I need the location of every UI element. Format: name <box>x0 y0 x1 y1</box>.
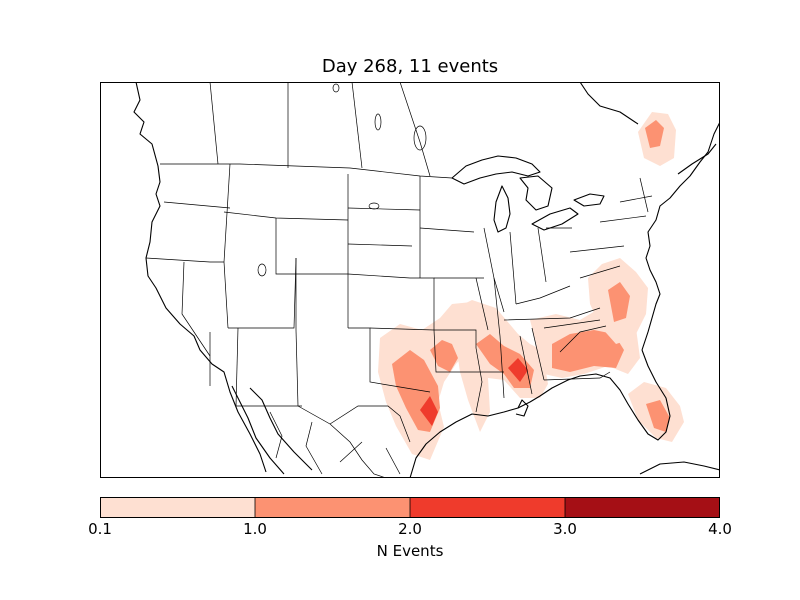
colorbar-tick-2: 2.0 <box>398 520 422 538</box>
contour-texas-north-mid <box>430 340 458 372</box>
chart-title: Day 268, 11 events <box>321 56 499 77</box>
colorbar <box>100 497 720 518</box>
colorbar-bin-0 <box>100 497 255 518</box>
colorbar-tick-0: 0.1 <box>88 520 112 538</box>
contour-gulf-core <box>508 358 528 382</box>
contour-texas-core <box>420 396 438 426</box>
colorbar-bin-1 <box>255 497 410 518</box>
colorbar-tick-3: 3.0 <box>553 520 577 538</box>
colorbar-tick-4: 4.0 <box>708 520 732 538</box>
map <box>100 82 720 478</box>
map-border <box>100 82 720 478</box>
event-density-contours <box>378 112 684 460</box>
contour-florida-mid <box>646 400 670 432</box>
colorbar-bin-3 <box>565 497 720 518</box>
contour-maine-inner <box>645 120 664 148</box>
colorbar-label: N Events <box>376 542 444 560</box>
state-borders <box>145 82 653 478</box>
coastlines <box>133 82 720 478</box>
contour-southeast-mid <box>552 330 624 372</box>
inland-lakes <box>257 83 427 277</box>
colorbar-tick-1: 1.0 <box>243 520 267 538</box>
colorbar-bin-2 <box>410 497 565 518</box>
contour-carolina-mid <box>608 282 630 322</box>
